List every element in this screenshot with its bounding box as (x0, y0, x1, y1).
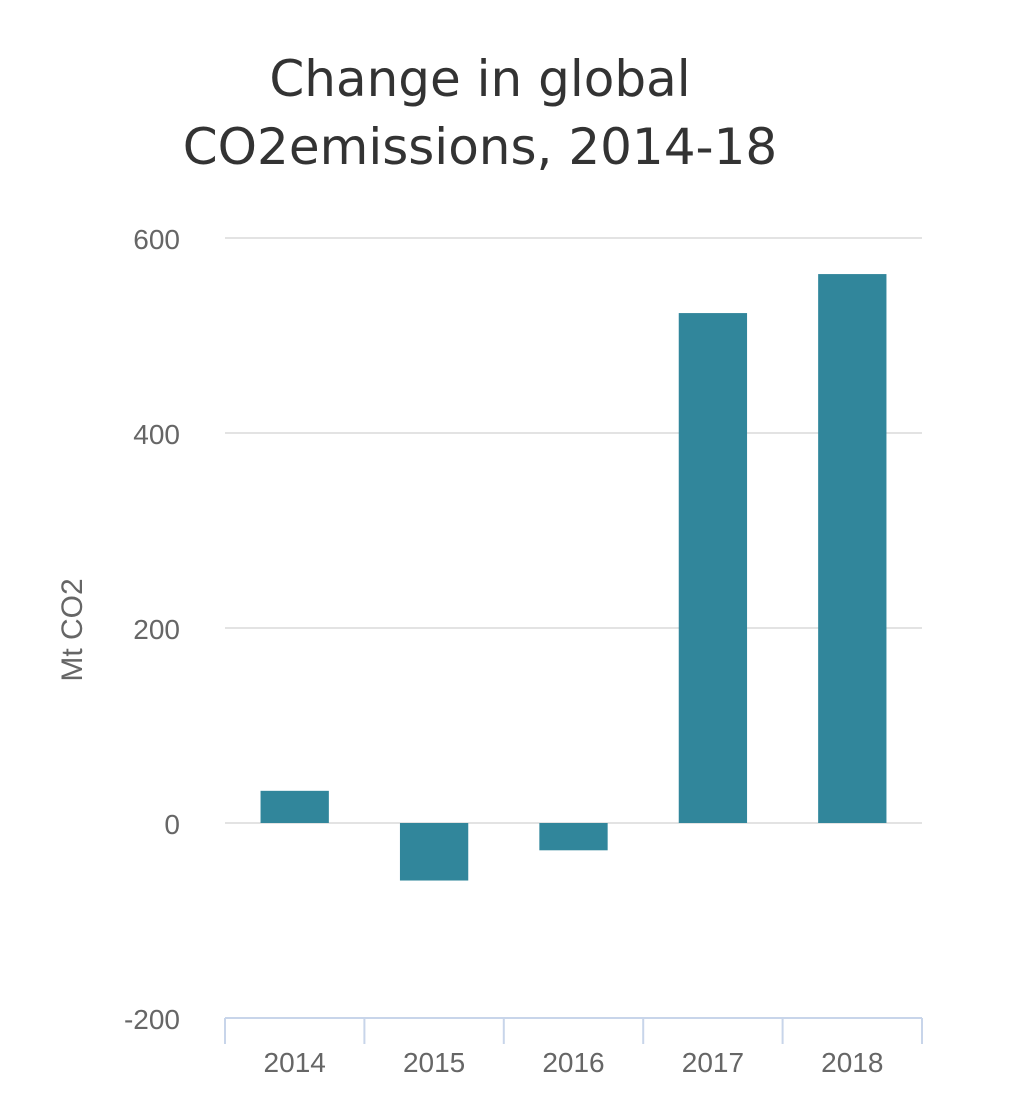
chart-title-line-1: Change in global (269, 50, 691, 108)
bar-2017 (678, 313, 748, 823)
y-tick-label: -200 (124, 1004, 180, 1035)
x-tick-label-2015: 2015 (403, 1047, 465, 1078)
y-tick-label: 600 (133, 224, 180, 255)
y-tick-label: 400 (133, 419, 180, 450)
bar-2014 (260, 790, 329, 823)
bar-2018 (818, 274, 887, 823)
chart-title-line-2: CO2emissions, 2014-18 (182, 118, 778, 176)
y-axis-label: Mt CO2 (56, 578, 89, 681)
x-tick-labels: 2014 2015 2016 2017 2018 (264, 1047, 884, 1078)
grid-lines (225, 237, 922, 824)
y-tick-label: 0 (164, 809, 180, 840)
x-tick-label-2014: 2014 (264, 1047, 326, 1078)
y-tick-label: 200 (133, 614, 180, 645)
y-tick-labels: -200 0 200 400 600 (124, 224, 180, 1035)
bars (260, 274, 887, 881)
x-tick-label-2017: 2017 (682, 1047, 744, 1078)
x-axis (224, 1017, 923, 1044)
bar-2016 (539, 823, 608, 851)
x-tick-label-2018: 2018 (821, 1047, 883, 1078)
x-tick-label-2016: 2016 (542, 1047, 604, 1078)
bar-2015 (399, 823, 469, 881)
